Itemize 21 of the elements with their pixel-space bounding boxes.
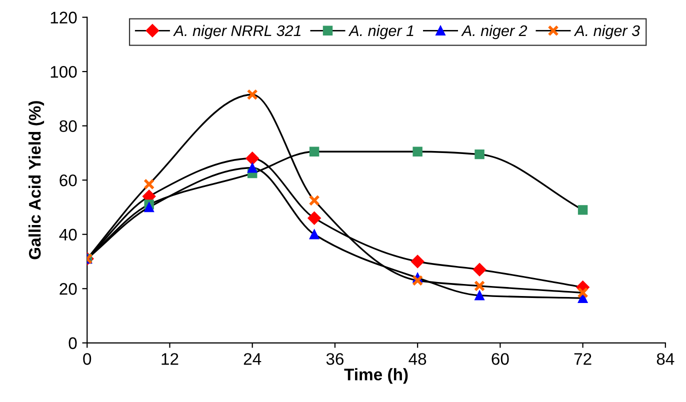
y-tick-label: 80 <box>60 120 77 132</box>
legend-label: A. niger 2 <box>461 24 528 40</box>
x-tick-label: 84 <box>656 353 674 365</box>
x-tick-label: 12 <box>162 353 178 365</box>
x-tick-label: 24 <box>244 353 262 365</box>
x-tick-label: 0 <box>83 353 92 365</box>
x-tick-label: 48 <box>408 353 426 365</box>
legend-label: A. niger 3 <box>574 24 640 40</box>
x-tick-label: 36 <box>326 353 344 365</box>
y-tick-label: 0 <box>68 337 77 350</box>
legend-label: A. niger 1 <box>348 24 414 40</box>
y-axis-title: Gallic Acid Yield (%) <box>28 101 44 260</box>
x-tick-label: 60 <box>492 353 509 365</box>
x-axis-title: Time (h) <box>344 368 408 384</box>
y-tick-label: 20 <box>60 283 77 295</box>
x-tick-label: 72 <box>574 353 592 365</box>
y-tick-label: 100 <box>50 66 77 78</box>
legend-label: A. niger NRRL 321 <box>173 24 300 40</box>
y-tick-label: 120 <box>50 12 77 24</box>
y-tick-label: 60 <box>60 174 77 186</box>
y-tick-label: 40 <box>59 228 77 241</box>
